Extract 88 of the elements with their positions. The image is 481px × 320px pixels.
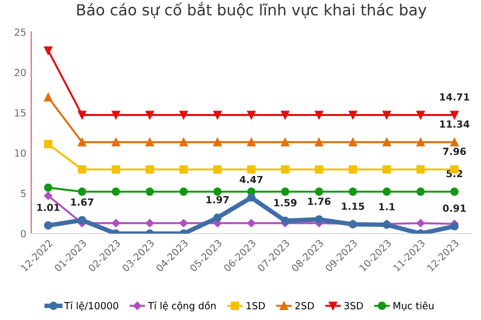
point <box>247 193 256 202</box>
point <box>247 165 256 174</box>
point <box>281 138 290 146</box>
point <box>281 216 290 225</box>
point <box>416 110 425 120</box>
legend-label: Tỉ lệ cộng dồn <box>148 301 216 312</box>
data-label: 1.01 <box>37 204 60 212</box>
point <box>281 165 290 174</box>
y-tick-label: 25 <box>14 28 26 36</box>
point <box>179 218 188 228</box>
point <box>44 183 52 192</box>
point <box>213 138 222 146</box>
point <box>247 218 256 228</box>
chart-title: Báo cáo sự cố bắt buộc lĩnh vực khai thác bay <box>77 2 426 19</box>
point <box>213 110 222 120</box>
data-label: 7.96 <box>443 148 466 156</box>
point <box>416 165 425 174</box>
point <box>213 165 222 174</box>
point <box>314 215 324 224</box>
point <box>112 218 120 228</box>
point <box>314 110 324 120</box>
point <box>416 188 425 196</box>
point <box>450 188 459 196</box>
point <box>314 188 324 196</box>
y-tick-label: 20 <box>14 68 26 76</box>
point <box>416 138 425 146</box>
legend-label: 2SD <box>295 302 314 310</box>
point <box>78 216 86 224</box>
point <box>146 218 154 228</box>
data-label: 14.71 <box>440 93 470 100</box>
point <box>281 110 290 120</box>
point <box>314 138 324 146</box>
point <box>179 110 188 120</box>
point <box>146 110 154 120</box>
point <box>314 165 324 174</box>
point <box>146 138 154 146</box>
data-label: 4.47 <box>240 176 263 184</box>
point <box>78 165 86 174</box>
point <box>348 188 358 196</box>
point <box>78 188 86 196</box>
point <box>382 165 391 174</box>
data-label: 0.91 <box>442 204 466 212</box>
point <box>112 188 120 196</box>
point <box>44 192 52 200</box>
point <box>44 93 52 102</box>
point <box>179 188 188 196</box>
data-label: 11.34 <box>440 120 470 128</box>
point <box>146 188 154 196</box>
point <box>44 221 52 230</box>
point <box>179 138 188 146</box>
legend-label: Tỉ lệ/10000 <box>64 301 118 312</box>
legend-label: 1SD <box>246 302 265 310</box>
point <box>112 138 120 146</box>
point <box>146 165 154 174</box>
point <box>450 138 459 146</box>
legend-label: 3SD <box>344 302 363 310</box>
point <box>78 138 86 146</box>
point <box>416 218 425 228</box>
point <box>247 110 256 120</box>
point <box>44 46 52 55</box>
data-label: 1.15 <box>342 202 364 210</box>
data-label: 1.76 <box>308 198 331 206</box>
point <box>213 188 222 196</box>
point <box>382 110 391 120</box>
point <box>112 165 120 174</box>
point <box>78 110 86 120</box>
point <box>450 222 459 230</box>
point <box>179 165 188 174</box>
point <box>348 110 358 120</box>
point <box>382 188 391 196</box>
legend-label: Mục tiêu <box>394 301 434 312</box>
point <box>281 188 290 196</box>
point <box>112 110 120 120</box>
y-tick-label: 5 <box>20 190 26 198</box>
point <box>382 138 391 146</box>
data-label: 1.1 <box>379 203 395 210</box>
point <box>213 214 222 222</box>
data-label: 1.67 <box>71 198 94 206</box>
point <box>247 138 256 146</box>
point <box>44 140 52 148</box>
point <box>348 165 358 174</box>
data-label: 1.97 <box>206 196 229 204</box>
point <box>348 138 358 146</box>
y-tick-label: 15 <box>15 109 26 116</box>
data-label: 1.59 <box>274 199 297 206</box>
y-tick-label: 10 <box>15 149 26 157</box>
point <box>450 110 459 120</box>
y-tick-label: 0 <box>20 230 26 238</box>
